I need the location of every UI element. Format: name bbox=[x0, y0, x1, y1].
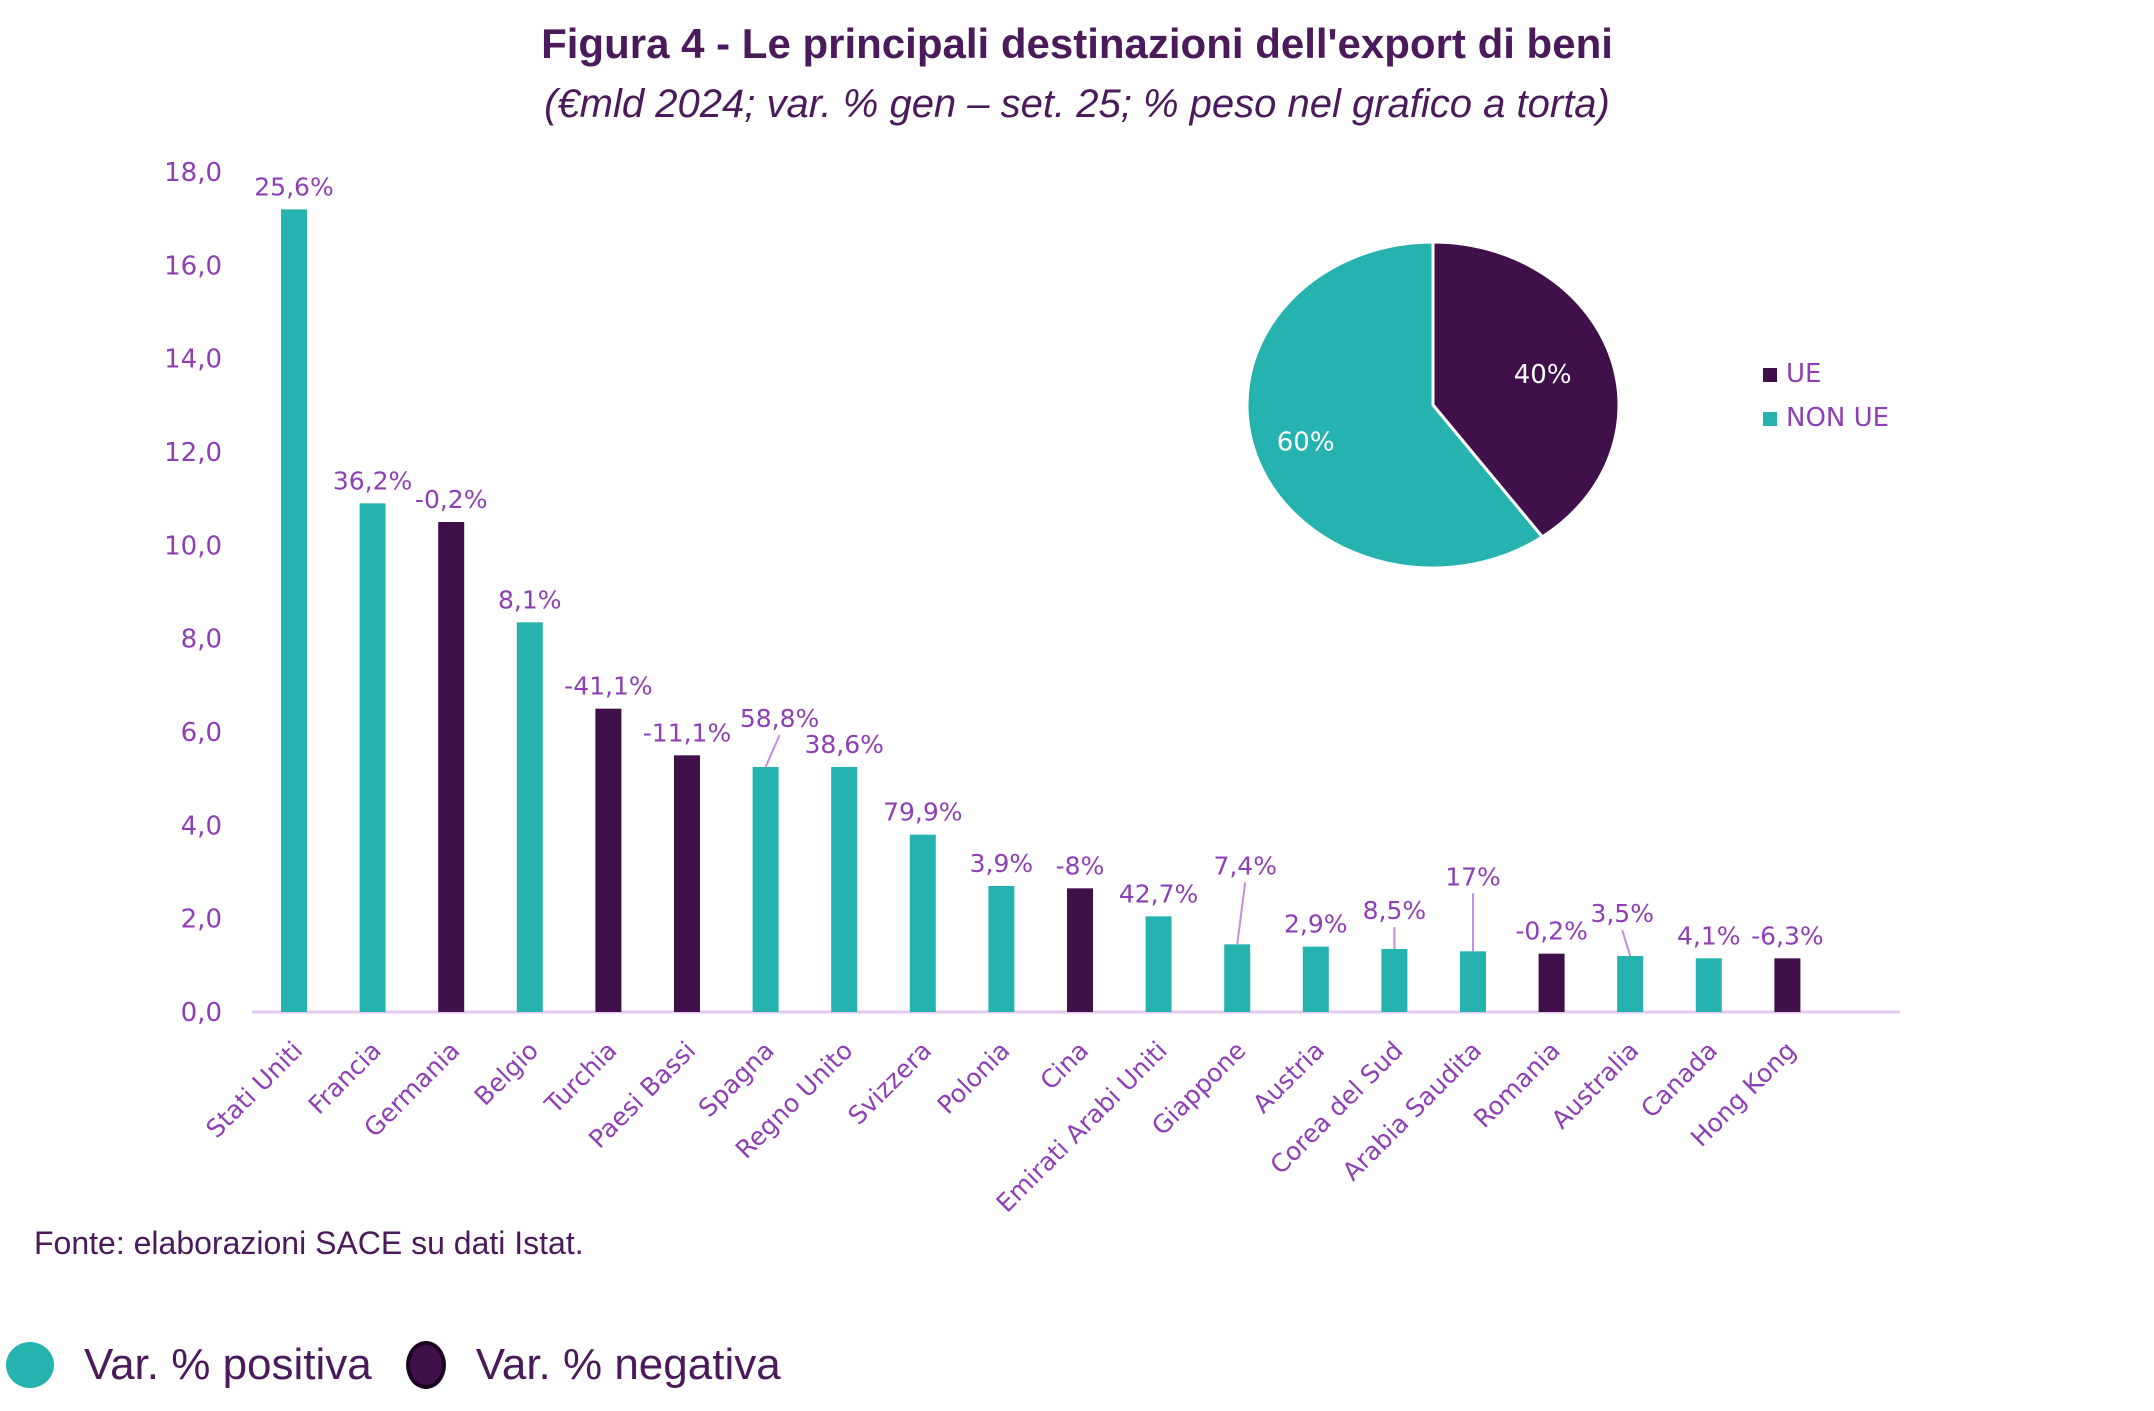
bar-austria bbox=[1302, 946, 1329, 1012]
leader-line bbox=[1236, 882, 1247, 945]
pie-slice-label: 40% bbox=[1514, 360, 1572, 390]
bar-paesi-bassi bbox=[674, 755, 700, 1012]
legend-swatch-icon bbox=[1763, 412, 1777, 426]
bar-regno-unito bbox=[831, 767, 858, 1012]
bar-emirati-arabi-uniti bbox=[1145, 916, 1172, 1012]
variation-legend: Var. % positiva Var. % negativa bbox=[6, 1340, 781, 1390]
bar-data-label: 36,2% bbox=[333, 466, 412, 495]
source-note: Fonte: elaborazioni SACE su dati Istat. bbox=[34, 1225, 584, 1261]
x-tick-label: Svizzera bbox=[842, 1036, 937, 1131]
pie-chart: 40% 60% bbox=[1245, 240, 1621, 570]
bar-hong-kong bbox=[1774, 958, 1801, 1012]
bar-data-label: -0,2% bbox=[415, 485, 488, 514]
y-axis: 0,0 2,0 4,0 6,0 8,0 10,0 12,0 14,0 16,0 18,0 bbox=[164, 158, 222, 1028]
bar-data-label: 79,9% bbox=[883, 798, 962, 827]
bar-data-label: 38,6% bbox=[804, 730, 883, 759]
bar-data-label: 8,1% bbox=[498, 585, 562, 614]
bar-data-label: 42,7% bbox=[1119, 879, 1198, 908]
pie-legend: UE NON UE bbox=[1763, 359, 1889, 433]
bar-data-label: -6,3% bbox=[1751, 921, 1824, 950]
x-tick-label: Belgio bbox=[469, 1036, 544, 1111]
y-tick-label: 10,0 bbox=[164, 531, 222, 561]
y-tick-label: 6,0 bbox=[181, 718, 222, 748]
chart-title: Figura 4 - Le principali destinazioni de… bbox=[541, 20, 1613, 67]
bar-data-label: 3,5% bbox=[1590, 899, 1654, 928]
y-tick-label: 14,0 bbox=[164, 345, 222, 375]
pie-slice-ue bbox=[1431, 240, 1621, 539]
pie-slice-non-ue bbox=[1245, 240, 1545, 570]
bar-corea-del-sud bbox=[1381, 949, 1408, 1012]
x-tick-label: Cina bbox=[1034, 1036, 1094, 1096]
x-tick-label: Corea del Sud bbox=[1264, 1036, 1408, 1180]
bar-data-label: -8% bbox=[1056, 851, 1105, 880]
y-tick-label: 2,0 bbox=[181, 905, 222, 935]
chart-subtitle: (€mld 2024; var. % gen – set. 25; % peso… bbox=[544, 82, 1610, 126]
bar-data-label: 4,1% bbox=[1677, 921, 1741, 950]
bar-data-labels: 25,6%36,2%-0,2%8,1%-41,1%-11,1% 58,8%38,6… bbox=[254, 172, 1824, 957]
legend-positive-label: Var. % positiva bbox=[84, 1340, 372, 1389]
bar-australia bbox=[1617, 956, 1644, 1012]
bars bbox=[281, 209, 1801, 1013]
bar-germania bbox=[438, 522, 465, 1012]
y-tick-label: 18,0 bbox=[164, 158, 222, 188]
pie-legend-label: NON UE bbox=[1786, 403, 1889, 433]
y-tick-label: 16,0 bbox=[164, 251, 222, 281]
x-tick-label: Polonia bbox=[932, 1036, 1016, 1120]
leader-line bbox=[1621, 929, 1632, 957]
bar-data-label: 3,9% bbox=[970, 849, 1034, 878]
leader-line bbox=[764, 734, 781, 768]
bar-stati-uniti bbox=[281, 209, 307, 1013]
bar-belgio bbox=[516, 622, 543, 1012]
legend-swatch-icon bbox=[1763, 368, 1777, 382]
bar-data-label: 2,9% bbox=[1284, 910, 1348, 939]
bar-giappone bbox=[1224, 944, 1251, 1012]
pie-legend-label: UE bbox=[1786, 359, 1821, 389]
y-tick-label: 8,0 bbox=[181, 625, 222, 655]
bar-francia bbox=[359, 503, 386, 1012]
legend-negative-label: Var. % negativa bbox=[475, 1340, 781, 1389]
bar-canada bbox=[1695, 958, 1722, 1012]
y-tick-label: 4,0 bbox=[181, 811, 222, 841]
bar-data-label: 8,5% bbox=[1363, 896, 1427, 925]
bar-romania bbox=[1538, 953, 1565, 1012]
bar-polonia bbox=[988, 886, 1015, 1012]
positive-dot-icon bbox=[6, 1342, 54, 1388]
bar-turchia bbox=[595, 708, 622, 1012]
bar-svizzera bbox=[909, 834, 936, 1012]
y-tick-label: 0,0 bbox=[181, 998, 222, 1028]
x-tick-label: Arabia Saudita bbox=[1337, 1036, 1487, 1186]
bar-data-label: -41,1% bbox=[564, 672, 652, 701]
bar-data-label: 58,8% bbox=[740, 704, 819, 733]
pie-slice-label: 60% bbox=[1277, 427, 1335, 457]
x-tick-label: Australia bbox=[1546, 1036, 1645, 1135]
negative-dot-icon bbox=[405, 1341, 446, 1389]
bar-data-label: 17% bbox=[1445, 862, 1501, 891]
x-tick-label: Stati Uniti bbox=[200, 1036, 308, 1144]
bar-arabia-saudita bbox=[1460, 951, 1486, 1012]
bar-cina bbox=[1067, 888, 1093, 1012]
bar-data-label: 25,6% bbox=[254, 172, 333, 201]
bar-data-label: -11,1% bbox=[643, 718, 731, 747]
bar-data-label: 7,4% bbox=[1213, 851, 1277, 880]
bar-spagna bbox=[752, 767, 779, 1012]
bar-data-label: -0,2% bbox=[1515, 917, 1588, 946]
y-tick-label: 12,0 bbox=[164, 438, 222, 468]
